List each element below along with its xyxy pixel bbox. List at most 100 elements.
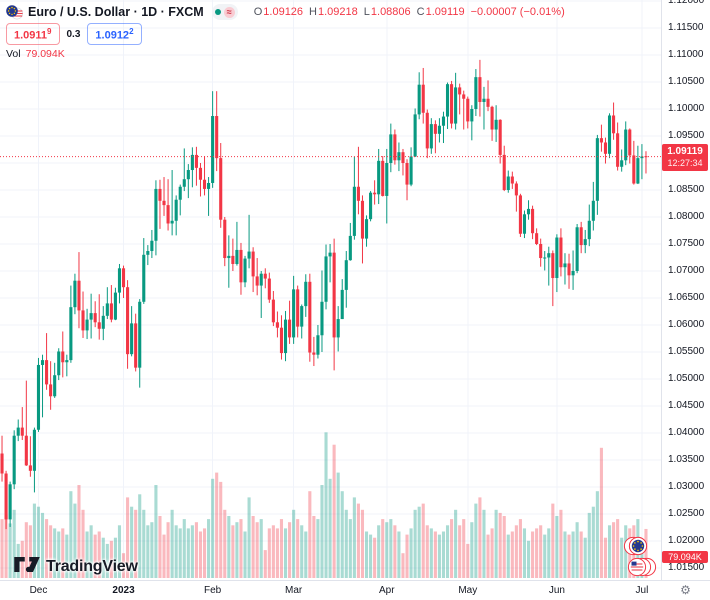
symbol-title[interactable]: Euro / U.S. Dollar · 1D · FXCM [28, 5, 204, 19]
candle-body [409, 156, 413, 185]
price-tick-label: 1.03500 [668, 454, 705, 465]
buy-button[interactable]: 1.09122 [87, 23, 142, 45]
price-tick-label: 1.03000 [668, 481, 705, 492]
candle-body [636, 158, 640, 184]
time-tick-label: Feb [204, 585, 222, 596]
ohlc-close-value: 1.09119 [425, 6, 465, 18]
volume-bar [146, 525, 150, 578]
volume-bar [57, 531, 61, 578]
change-value: −0.00007 (−0.01%) [470, 6, 565, 18]
chart-pane[interactable] [0, 0, 661, 578]
volume-bar [612, 522, 616, 578]
candle-body [462, 94, 466, 99]
candle-body [190, 154, 194, 171]
volume-bar [490, 528, 494, 578]
volume-bar [126, 497, 130, 578]
volume-bar [332, 444, 336, 578]
candle-body [494, 119, 498, 130]
volume-bar [231, 525, 235, 578]
volume-bar [207, 519, 211, 578]
volume-bar [575, 522, 579, 578]
volume-bar [599, 447, 603, 578]
candle-body [607, 115, 612, 154]
ohlc-open-value: 1.09126 [263, 6, 304, 18]
volume-bar [397, 531, 401, 578]
chart-legend: Euro / U.S. Dollar · 1D · FXCM ≈ O 1.0912… [6, 3, 565, 60]
volume-bar [644, 528, 648, 578]
volume-bar [190, 525, 194, 578]
candle-body [583, 239, 587, 246]
volume-bar [227, 516, 231, 578]
volume-bar [150, 522, 154, 578]
candle-body [113, 292, 117, 320]
candle-body [174, 199, 178, 221]
volume-bar [466, 543, 470, 578]
volume-bar [45, 519, 49, 578]
candle-body [360, 200, 365, 239]
volume-bar [223, 509, 227, 578]
volume-bar [178, 528, 182, 578]
candle-body [539, 244, 543, 259]
price-tick-label: 1.05000 [668, 373, 705, 384]
volume-bar [559, 509, 563, 578]
market-status-pill[interactable]: ≈ [211, 4, 238, 20]
volume-bar [352, 497, 356, 578]
volume-bar [288, 522, 292, 578]
sell-button[interactable]: 1.09119 [6, 23, 60, 45]
volume-bar [555, 516, 559, 578]
candle-body [535, 233, 539, 244]
candle-body [271, 299, 275, 323]
candle-body [417, 84, 421, 115]
candle-body [328, 252, 332, 257]
candle-body [397, 152, 401, 161]
price-axis[interactable]: 1.12000 1.11500 1.11000 1.10500 1.10000 1.095… [661, 0, 710, 580]
candle-body [162, 200, 166, 206]
volume-bar [478, 497, 482, 578]
volume-bar [624, 525, 628, 578]
volume-bar [174, 525, 178, 578]
volume-bar [316, 519, 320, 578]
volume-bar [328, 478, 332, 578]
price-tick-label: 1.06000 [668, 319, 705, 330]
candle-body [425, 112, 429, 149]
volume-bar [170, 509, 174, 578]
candle-body [587, 220, 591, 240]
volume-bar [113, 537, 117, 578]
market-open-dot-icon [214, 9, 221, 15]
candle-body [211, 116, 215, 183]
volume-bar [73, 503, 77, 578]
candle-body [454, 87, 458, 124]
candle-body [57, 351, 61, 376]
candle-body [202, 179, 207, 189]
volume-bar [296, 519, 300, 578]
volume-bar [186, 528, 190, 578]
price-tick-label: 1.01500 [668, 562, 705, 573]
volume-bar [531, 531, 535, 578]
volume-bar [166, 522, 170, 578]
candle-body [0, 453, 4, 474]
time-axis[interactable]: Dec 2023 Feb Mar Apr May Jun Jul [0, 580, 710, 600]
volume-bar [304, 531, 308, 578]
candle-body [267, 278, 271, 300]
gear-icon[interactable]: ⚙ [680, 583, 691, 597]
ohlc-values: O 1.09126 H 1.09218 L 1.08806 C 1.09119 −0.0… [248, 6, 565, 18]
volume-bar [450, 519, 454, 578]
candle-body [547, 253, 551, 258]
candle-body [595, 138, 599, 201]
economic-event-badges[interactable] [618, 536, 662, 587]
volume-bar [340, 491, 344, 578]
candle-body [166, 205, 170, 224]
candle-body [24, 435, 28, 466]
volume-bar [211, 478, 215, 578]
volume-bar [462, 519, 466, 578]
price-tick-label: 1.11000 [668, 49, 704, 60]
candle-body [514, 183, 518, 196]
candle-body [178, 186, 182, 200]
candle-body [182, 179, 186, 187]
candle-body [429, 124, 433, 149]
tradingview-logo[interactable]: TradingView [14, 557, 138, 577]
volume-bar [77, 485, 81, 578]
volume-bar [162, 534, 166, 578]
axis-settings-corner[interactable]: ⚙ [661, 580, 710, 600]
candle-body [283, 319, 288, 354]
